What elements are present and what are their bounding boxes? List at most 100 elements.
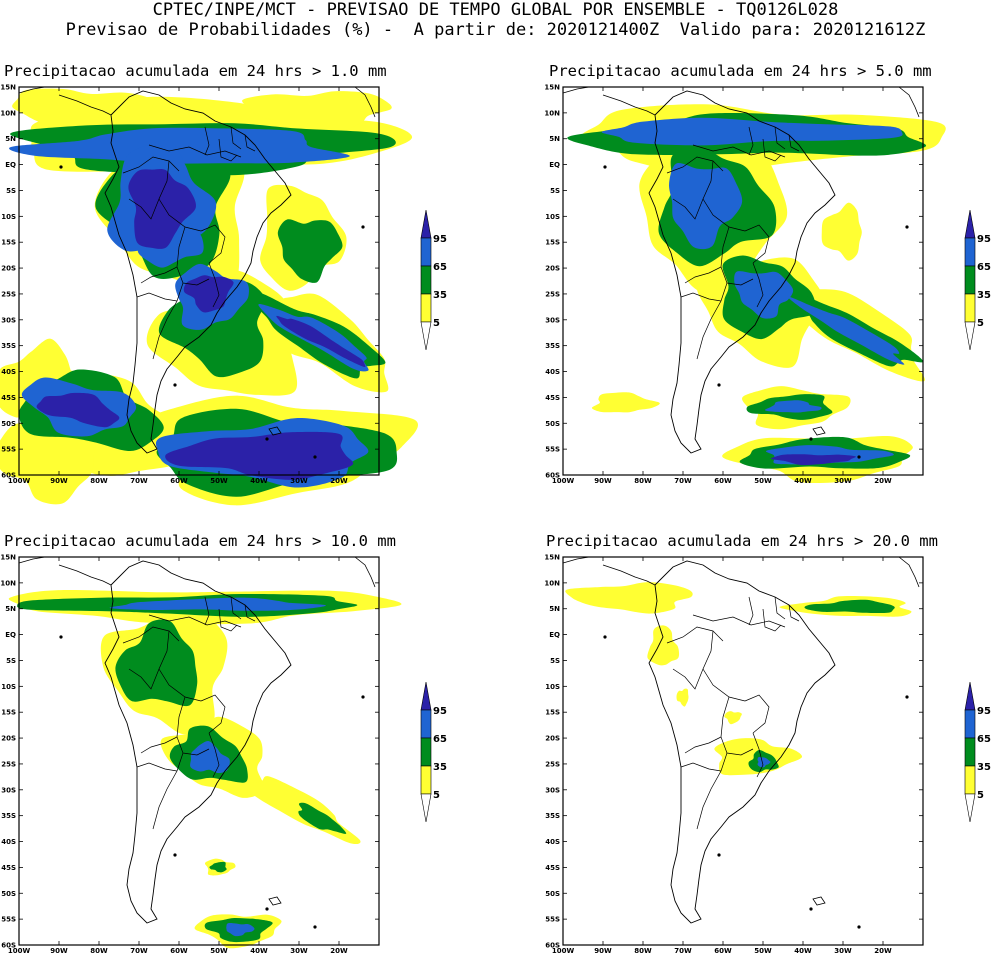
lat-tick-label: 20S <box>545 265 560 273</box>
lon-tick-label: 60W <box>714 947 732 955</box>
legend-level-label: 95 <box>977 706 991 717</box>
lat-tick-label: EQ <box>549 631 560 639</box>
prob-area-65 <box>764 400 822 413</box>
prob-area-95 <box>128 168 197 249</box>
prob-area-65 <box>9 127 350 164</box>
legend-swatch-65-95 <box>420 237 432 267</box>
panel-4-map: 15N 10N 5N EQ 5S 10S 15S 20S 25S 30S 35S 40S 45S 50S 5… <box>544 554 924 955</box>
panel-3-colorbar: 5 35 65 95 <box>420 681 447 823</box>
lat-tick-label: 10S <box>1 683 16 691</box>
lat-tick-label: 40S <box>545 838 560 846</box>
panel-4-legend: 5 35 65 95 <box>964 681 991 823</box>
lat-tick-label: 5S <box>550 187 560 195</box>
legend-level-label: 95 <box>433 706 447 717</box>
map-frame <box>18 556 380 946</box>
panel-3-title: Precipitacao acumulada em 24 hrs > 10.0 … <box>4 532 396 550</box>
legend-swatch-below-5 <box>420 321 432 351</box>
lon-tick-label: 40W <box>794 947 812 955</box>
legend-level-label: 5 <box>977 318 984 329</box>
lon-tick-label: 30W <box>834 477 852 485</box>
lat-tick-label: 25S <box>545 760 560 768</box>
lat-tick-label: EQ <box>549 161 560 169</box>
panel-2-colorbar: 5 35 65 95 <box>964 209 991 351</box>
legend-swatch-5-35 <box>420 293 432 323</box>
lat-tick-label: 40S <box>545 368 560 376</box>
lat-tick-label: 40S <box>1 368 16 376</box>
panel-3-coastline <box>18 556 376 929</box>
panel-2-legend: 5 35 65 95 <box>964 209 991 351</box>
panel-4-probability-shading <box>565 582 912 776</box>
lat-tick-label: 45S <box>545 394 560 402</box>
lat-tick-label: 35S <box>545 812 560 820</box>
lon-tick-label: 60W <box>170 477 188 485</box>
lon-tick-label: 80W <box>634 477 652 485</box>
panel-3-axes: 15N 10N 5N EQ 5S 10S 15S 20S 25S 30S 35S 40S 45S 50S 5… <box>0 554 380 955</box>
lat-tick-label: 10S <box>545 683 560 691</box>
lon-tick-label: 60W <box>170 947 188 955</box>
panel-1-legend: 5 35 65 95 <box>420 209 447 351</box>
lat-tick-label: 10S <box>1 213 16 221</box>
lat-tick-label: 20S <box>1 735 16 743</box>
lon-tick-label: 80W <box>90 477 108 485</box>
lat-tick-label: 50S <box>1 890 16 898</box>
lon-tick-label: 30W <box>290 947 308 955</box>
legend-level-label: 95 <box>433 234 447 245</box>
prob-area-35 <box>277 219 343 283</box>
lat-tick-label: 35S <box>1 342 16 350</box>
prob-area-65 <box>226 923 255 937</box>
prob-area-5 <box>565 582 693 614</box>
lat-tick-label: 35S <box>1 812 16 820</box>
legend-level-label: 65 <box>977 734 991 745</box>
lat-tick-label: 10N <box>0 579 16 587</box>
prob-area-95 <box>770 454 856 466</box>
legend-swatch-65-95 <box>964 709 976 739</box>
lon-tick-label: 40W <box>250 947 268 955</box>
legend-level-label: 35 <box>433 290 447 301</box>
legend-swatch-above-95 <box>420 209 432 239</box>
lat-tick-label: 15N <box>544 84 560 92</box>
lat-tick-label: 35S <box>545 342 560 350</box>
lon-tick-label: 90W <box>50 477 68 485</box>
lat-tick-label: 30S <box>1 316 16 324</box>
prob-area-35 <box>209 861 227 873</box>
lon-tick-label: 50W <box>210 477 228 485</box>
panel-1-coastline <box>18 86 376 459</box>
prob-area-65 <box>190 741 230 774</box>
prob-area-5 <box>724 711 742 725</box>
legend-swatch-65-95 <box>420 709 432 739</box>
lat-tick-label: 50S <box>545 890 560 898</box>
lat-tick-label: 10S <box>545 213 560 221</box>
legend-swatch-65-95 <box>964 237 976 267</box>
prob-area-65 <box>757 757 771 768</box>
lat-tick-label: 60S <box>545 942 560 950</box>
lat-tick-label: 10N <box>0 109 16 117</box>
lat-tick-label: 55S <box>545 446 560 454</box>
lat-tick-label: 30S <box>545 786 560 794</box>
prob-area-35 <box>804 599 895 614</box>
legend-swatch-35-65 <box>964 265 976 295</box>
panel-2-map: 15N 10N 5N EQ 5S 10S 15S 20S 25S 30S 35S 40S 45S 50S 5… <box>544 84 946 485</box>
lon-tick-label: 70W <box>674 477 692 485</box>
legend-swatch-below-5 <box>964 793 976 823</box>
lat-tick-label: 5S <box>6 187 16 195</box>
lon-tick-label: 90W <box>594 947 612 955</box>
panel-1-axes: 15N 10N 5N EQ 5S 10S 15S 20S 25S 30S 35S 40S 45S 50S 5… <box>0 84 380 485</box>
prob-area-5 <box>647 625 680 666</box>
lat-tick-label: 55S <box>1 446 16 454</box>
lat-tick-label: 25S <box>1 760 16 768</box>
panel-2-axes: 15N 10N 5N EQ 5S 10S 15S 20S 25S 30S 35S 40S 45S 50S 5… <box>544 84 924 485</box>
lat-tick-label: 15S <box>545 709 560 717</box>
panel-1-colorbar: 5 35 65 95 <box>420 209 447 351</box>
lon-tick-label: 80W <box>90 947 108 955</box>
legend-level-label: 95 <box>977 234 991 245</box>
legend-swatch-35-65 <box>420 265 432 295</box>
lat-tick-label: 30S <box>545 316 560 324</box>
legend-swatch-above-95 <box>964 681 976 711</box>
legend-level-label: 35 <box>977 290 991 301</box>
lon-tick-label: 50W <box>754 477 772 485</box>
map-frame <box>18 86 380 476</box>
lat-tick-label: 45S <box>1 394 16 402</box>
lat-tick-label: EQ <box>5 161 16 169</box>
prob-area-65 <box>734 271 794 319</box>
lon-tick-label: 30W <box>834 947 852 955</box>
